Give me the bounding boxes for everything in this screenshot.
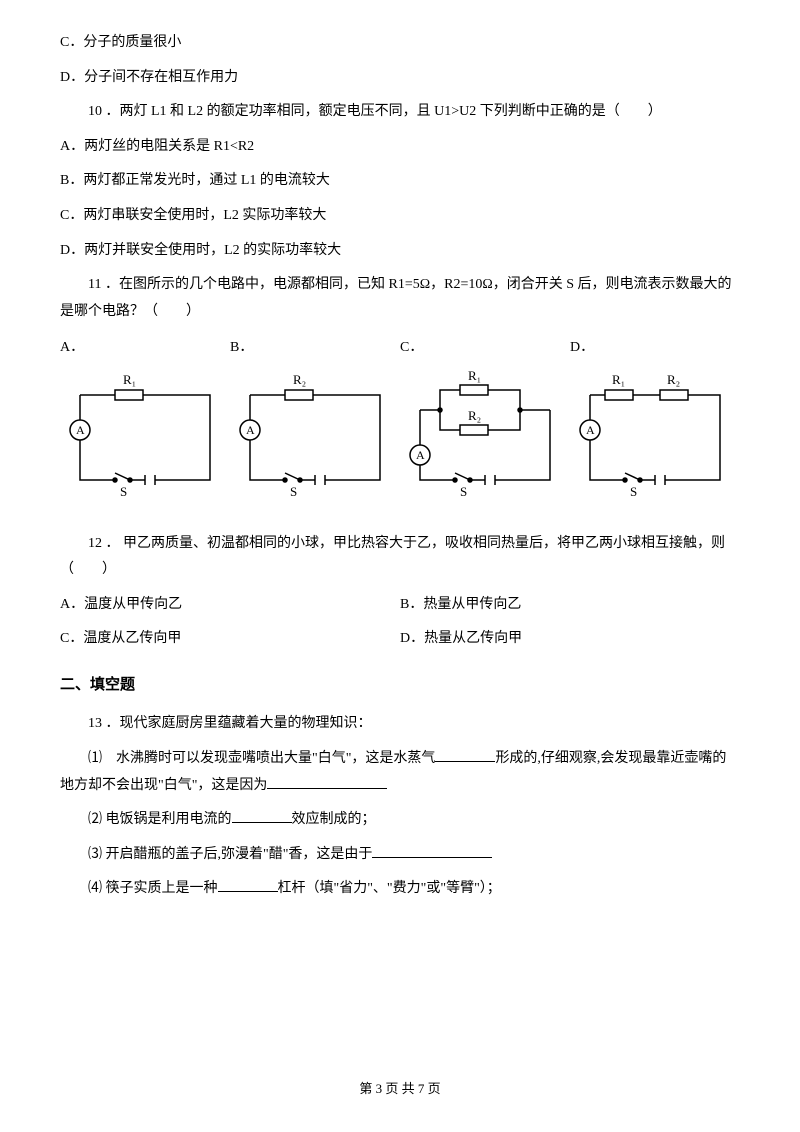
q10-opt-d: D．两灯并联安全使用时，L2 的实际功率较大 xyxy=(60,238,740,265)
circuit-b-col: B． R₂ A S xyxy=(230,335,400,510)
r2-label: R₂ xyxy=(468,408,481,423)
q10-stem: 10 ．两灯 L1 和 L2 的额定功率相同，额定电压不同，且 U1>U2 下列… xyxy=(60,99,740,126)
q13-p4: ⑷ 筷子实质上是一种 杠杆（填"省力"、"费力"或"等臂"）； xyxy=(60,876,740,903)
blank[interactable] xyxy=(435,747,495,762)
r1-label: R₁ xyxy=(468,370,481,383)
q13-p3a: ⑶ 开启醋瓶的盖子后,弥漫着"醋"香，这是由于 xyxy=(88,847,372,862)
option-d-molecular-force: D．分子间不存在相互作用力 xyxy=(60,65,740,92)
q13-p4b: 杠杆（填"省力"、"费力"或"等臂"）； xyxy=(278,881,501,896)
q13-p3: ⑶ 开启醋瓶的盖子后,弥漫着"醋"香，这是由于 xyxy=(60,842,740,869)
q13-p2a: ⑵ 电饭锅是利用电流的 xyxy=(88,812,232,827)
q11-stem: 11 ．在图所示的几个电路中，电源都相同，已知 R1=5Ω，R2=10Ω，闭合开… xyxy=(60,272,740,325)
q11-label-d: D． xyxy=(570,335,740,362)
circuit-a-svg: R₁ A S xyxy=(60,370,220,500)
r1-label: R₁ xyxy=(123,372,136,387)
q11-label-a: A． xyxy=(60,335,230,362)
q11-label-c: C． xyxy=(400,335,570,362)
q10-opt-a: A．两灯丝的电阻关系是 R1<R2 xyxy=(60,134,740,161)
ammeter-label: A xyxy=(586,423,595,437)
ammeter-label: A xyxy=(416,448,425,462)
q10-opt-b: B．两灯都正常发光时，通过 L1 的电流较大 xyxy=(60,168,740,195)
r2-label: R₂ xyxy=(293,372,306,387)
circuit-c-svg: R₁ R₂ A S xyxy=(400,370,560,500)
q13-stem: 13 ．现代家庭厨房里蕴藏着大量的物理知识： xyxy=(60,711,740,738)
q13-p4a: ⑷ 筷子实质上是一种 xyxy=(88,881,218,896)
r1-label: R₁ xyxy=(612,372,625,387)
circuit-row: A． R₁ A S B． R₂ A S xyxy=(60,335,740,510)
circuit-c-col: C． R₁ R₂ A S xyxy=(400,335,570,510)
q13-p2b: 效应制成的； xyxy=(292,812,376,827)
switch-label: S xyxy=(120,484,127,499)
blank[interactable] xyxy=(232,808,292,823)
option-c-molecular-mass: C．分子的质量很小 xyxy=(60,30,740,57)
switch-label: S xyxy=(630,484,637,499)
q13-p1: ⑴ 水沸腾时可以发现壶嘴喷出大量"白气"，这是水蒸气形成的,仔细观察,会发现最靠… xyxy=(60,746,740,799)
circuit-b-svg: R₂ A S xyxy=(230,370,390,500)
q12-opt-b: B．热量从甲传向乙 xyxy=(400,592,740,619)
q13-p1a: ⑴ 水沸腾时可以发现壶嘴喷出大量"白气"，这是水蒸气 xyxy=(88,751,435,766)
blank[interactable] xyxy=(267,773,387,788)
q12-row2: C．温度从乙传向甲 D．热量从乙传向甲 xyxy=(60,626,740,653)
ammeter-label: A xyxy=(76,423,85,437)
circuit-a-col: A． R₁ A S xyxy=(60,335,230,510)
circuit-d-svg: R₁ R₂ A S xyxy=(570,370,730,500)
q12-opt-a: A．温度从甲传向乙 xyxy=(60,592,400,619)
q12-stem: 12 ． 甲乙两质量、初温都相同的小球，甲比热容大于乙，吸收相同热量后，将甲乙两… xyxy=(60,531,740,584)
blank[interactable] xyxy=(218,877,278,892)
q10-opt-c: C．两灯串联安全使用时，L2 实际功率较大 xyxy=(60,203,740,230)
q13-p2: ⑵ 电饭锅是利用电流的 效应制成的； xyxy=(60,807,740,834)
q12-row1: A．温度从甲传向乙 B．热量从甲传向乙 xyxy=(60,592,740,619)
ammeter-label: A xyxy=(246,423,255,437)
blank[interactable] xyxy=(372,842,492,857)
switch-label: S xyxy=(290,484,297,499)
switch-label: S xyxy=(460,484,467,499)
q12-opt-c: C．温度从乙传向甲 xyxy=(60,626,400,653)
r2-label: R₂ xyxy=(667,372,680,387)
page-footer: 第 3 页 共 7 页 xyxy=(0,1077,800,1102)
section-2-heading: 二、填空题 xyxy=(60,671,740,700)
circuit-d-col: D． R₁ R₂ A S xyxy=(570,335,740,510)
q12-opt-d: D．热量从乙传向甲 xyxy=(400,626,740,653)
q11-label-b: B． xyxy=(230,335,400,362)
